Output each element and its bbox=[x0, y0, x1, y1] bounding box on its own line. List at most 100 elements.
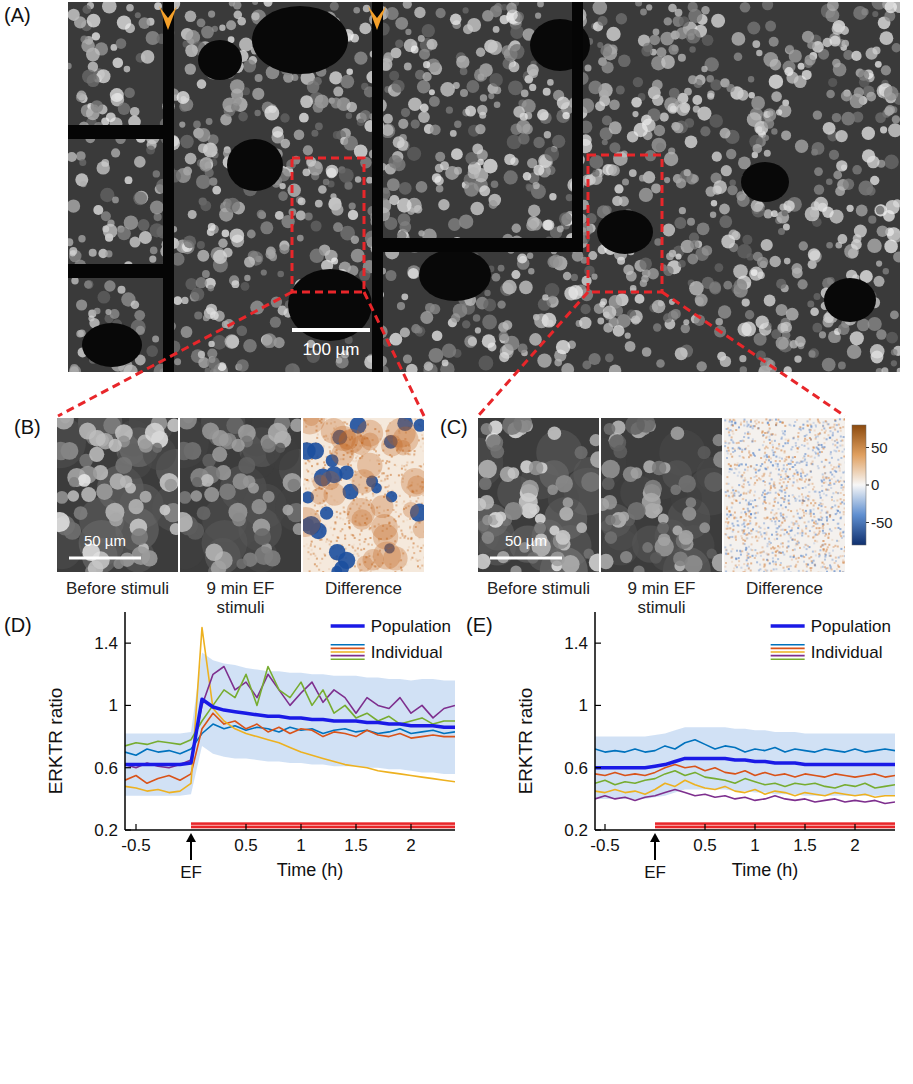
cell bbox=[290, 419, 301, 433]
cell bbox=[660, 113, 669, 122]
cell bbox=[129, 499, 144, 514]
cell bbox=[438, 199, 449, 210]
cell bbox=[756, 126, 762, 132]
cell bbox=[861, 8, 868, 15]
cell bbox=[742, 299, 750, 307]
cell bbox=[401, 108, 410, 117]
cell bbox=[395, 17, 408, 30]
cell bbox=[326, 168, 336, 178]
cell bbox=[701, 66, 707, 72]
cell bbox=[771, 210, 778, 217]
cell bbox=[152, 336, 159, 343]
cell bbox=[105, 250, 112, 257]
cell bbox=[884, 86, 899, 101]
cell bbox=[109, 513, 123, 527]
cell bbox=[826, 179, 833, 186]
cell bbox=[876, 206, 885, 215]
cell bbox=[275, 211, 284, 220]
speckle bbox=[305, 462, 307, 464]
cell bbox=[472, 144, 483, 155]
cell bbox=[883, 268, 889, 274]
cell bbox=[206, 118, 213, 125]
speckle bbox=[421, 565, 423, 567]
cell bbox=[880, 31, 894, 45]
cell bbox=[678, 260, 686, 268]
cell bbox=[544, 131, 551, 138]
cell bbox=[841, 40, 849, 48]
cell bbox=[407, 147, 421, 161]
cell bbox=[266, 249, 276, 259]
cell bbox=[734, 53, 743, 62]
cell bbox=[663, 266, 673, 276]
cell bbox=[326, 165, 339, 178]
cell bbox=[354, 52, 367, 65]
cell bbox=[222, 230, 230, 238]
cell bbox=[110, 473, 126, 489]
cell bbox=[498, 265, 505, 272]
cell bbox=[499, 352, 509, 362]
cell bbox=[526, 220, 537, 231]
cell bbox=[232, 97, 241, 106]
cell bbox=[479, 356, 494, 371]
cell bbox=[440, 82, 455, 97]
speckle bbox=[394, 571, 396, 572]
cell bbox=[89, 430, 106, 447]
cell bbox=[210, 311, 219, 320]
cell bbox=[407, 265, 421, 279]
cell bbox=[303, 168, 311, 176]
cell bbox=[658, 301, 664, 307]
cell bbox=[207, 357, 220, 370]
cell bbox=[212, 430, 229, 447]
cell bbox=[833, 171, 842, 180]
cell bbox=[423, 61, 430, 68]
cell bbox=[264, 106, 279, 121]
cell bbox=[432, 330, 443, 341]
cell bbox=[68, 152, 77, 162]
cell bbox=[255, 74, 263, 82]
cell bbox=[838, 234, 848, 244]
cell bbox=[631, 97, 642, 108]
speckle bbox=[332, 534, 334, 536]
cell bbox=[888, 123, 900, 137]
zoom-connector bbox=[58, 292, 292, 416]
cell bbox=[603, 323, 613, 333]
cell bbox=[832, 113, 841, 122]
scale-bar-label: 100 µm bbox=[302, 340, 359, 359]
cell bbox=[94, 308, 101, 315]
cell bbox=[193, 121, 201, 129]
cell bbox=[664, 17, 672, 25]
cell bbox=[243, 339, 257, 353]
cell bbox=[354, 145, 368, 159]
cell bbox=[805, 207, 820, 222]
cell bbox=[838, 323, 850, 335]
cell bbox=[131, 528, 148, 545]
cell bbox=[464, 182, 479, 197]
cell bbox=[68, 199, 80, 212]
speckle bbox=[316, 463, 318, 465]
cell bbox=[462, 320, 470, 328]
cell bbox=[68, 63, 72, 69]
cell bbox=[730, 180, 736, 186]
cell bbox=[198, 143, 208, 153]
speckle bbox=[316, 558, 318, 560]
cell bbox=[652, 80, 663, 91]
speckle bbox=[329, 446, 331, 448]
speckle bbox=[407, 538, 409, 540]
cell bbox=[479, 185, 490, 196]
speckle bbox=[424, 557, 425, 559]
cell bbox=[430, 124, 441, 135]
cell bbox=[430, 304, 440, 314]
cell bbox=[414, 205, 423, 214]
speckle bbox=[340, 530, 342, 532]
cell bbox=[429, 348, 444, 363]
cell bbox=[635, 294, 645, 304]
cell bbox=[386, 270, 397, 281]
cell bbox=[757, 257, 768, 268]
speckle bbox=[316, 565, 318, 567]
cell bbox=[383, 114, 393, 124]
cell bbox=[603, 305, 617, 319]
cell bbox=[656, 143, 665, 152]
cell bbox=[589, 353, 601, 365]
cell bbox=[870, 344, 885, 359]
speckle bbox=[383, 480, 385, 482]
